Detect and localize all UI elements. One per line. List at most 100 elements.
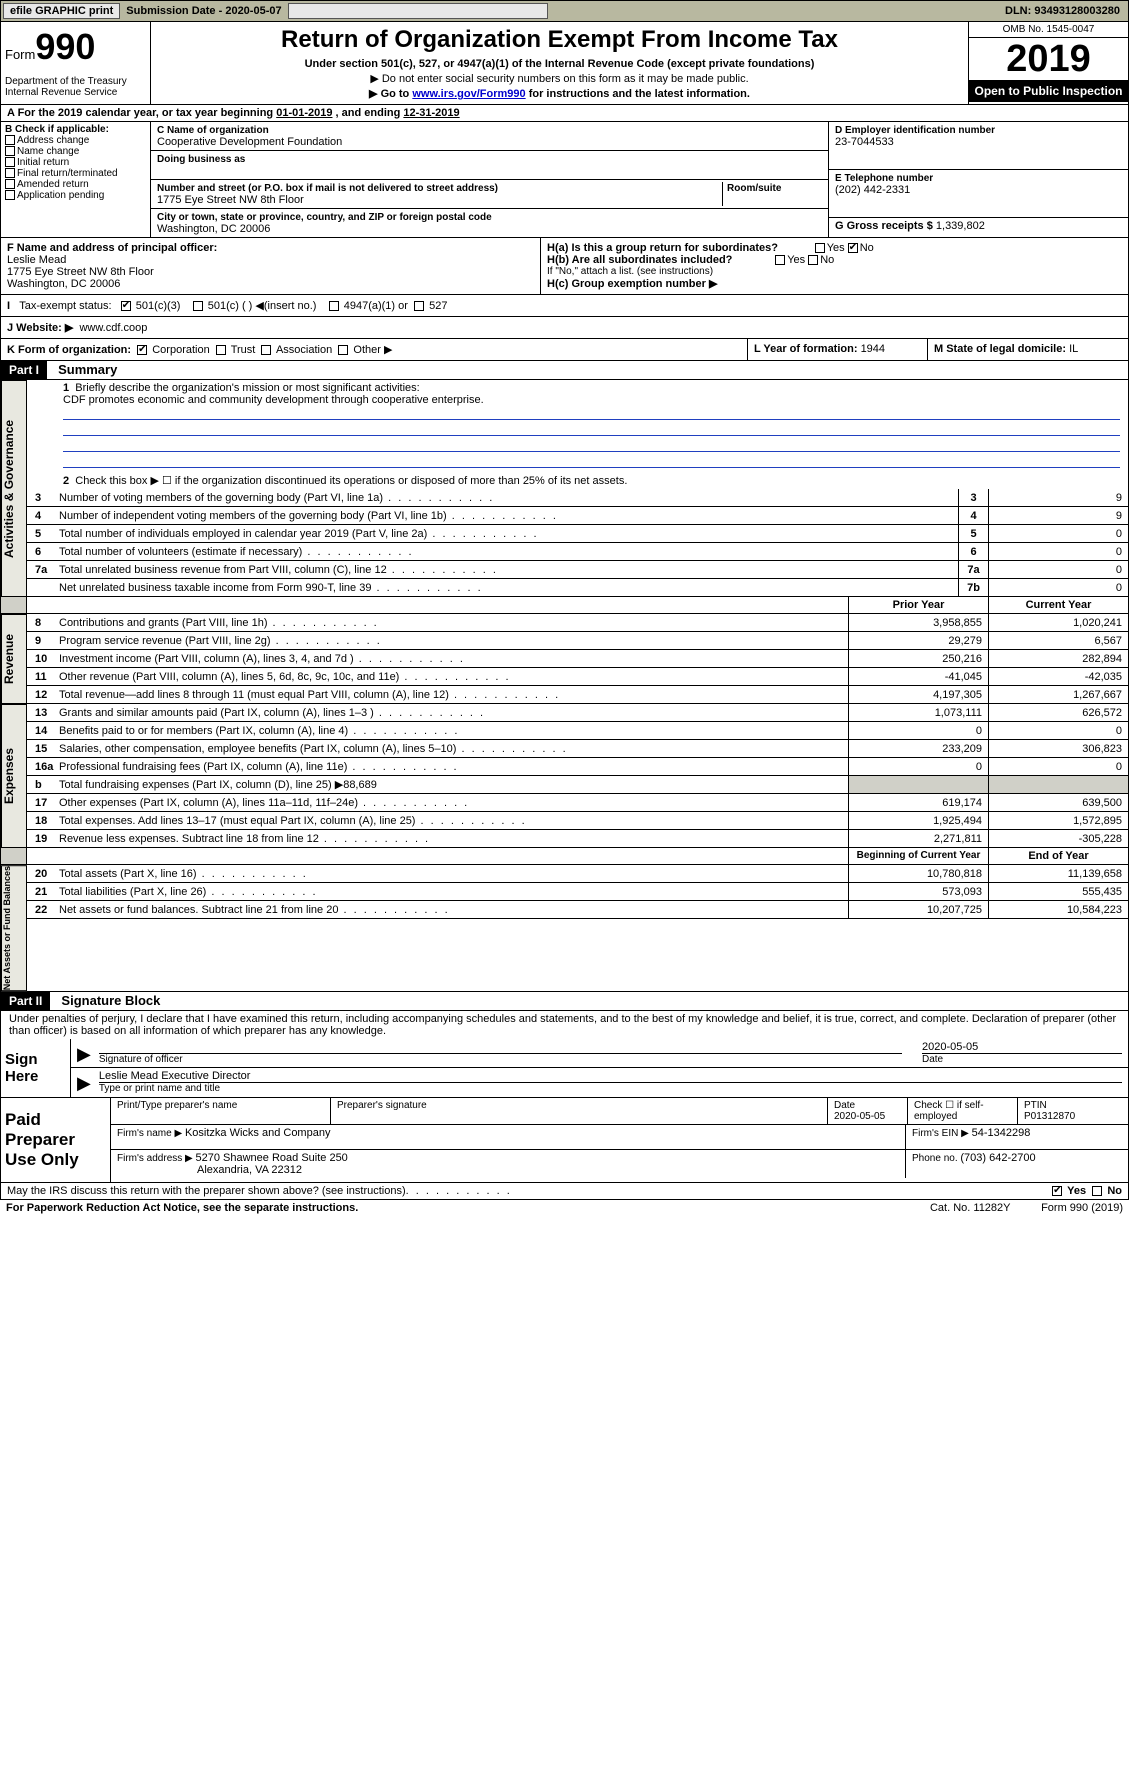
summary-line: 7aTotal unrelated business revenue from … [27,561,1128,579]
cb-pending[interactable] [5,190,15,200]
data-line: 15Salaries, other compensation, employee… [27,740,1128,758]
data-line: 11Other revenue (Part VIII, column (A), … [27,668,1128,686]
data-line: 13Grants and similar amounts paid (Part … [27,704,1128,722]
dept: Department of the Treasury Internal Reve… [5,76,146,98]
netassets-section: Net Assets or Fund Balances 20Total asse… [0,865,1129,992]
hb-no[interactable] [808,255,818,265]
cb-other[interactable] [338,345,348,355]
col-end: End of Year [988,848,1128,864]
preparer-block: Paid Preparer Use Only Print/Type prepar… [0,1098,1129,1183]
col-begin: Beginning of Current Year [848,848,988,864]
summary-line: 4Number of independent voting members of… [27,507,1128,525]
activities-label: Activities & Governance [1,380,27,597]
subdate-label: Submission Date - 2020-05-07 [122,5,285,17]
cb-assoc[interactable] [261,345,271,355]
note-goto: ▶ Go to www.irs.gov/Form990 for instruct… [159,87,960,100]
cb-4947[interactable] [329,301,339,311]
data-line: 19Revenue less expenses. Subtract line 1… [27,830,1128,848]
ptin: P01312870 [1024,1111,1075,1122]
signature-block: Under penalties of perjury, I declare th… [0,1011,1129,1098]
paid-prep-label: Paid Preparer Use Only [1,1098,111,1182]
k-row: K Form of organization: Corporation Trus… [0,339,1129,361]
info-grid: B Check if applicable: Address change Na… [0,122,1129,238]
cb-527[interactable] [414,301,424,311]
note-ssn: ▶ Do not enter social security numbers o… [159,72,960,85]
col-prior: Prior Year [848,597,988,613]
col-curr: Current Year [988,597,1128,613]
officer-name: Leslie Mead [7,254,66,266]
summary-line: Net unrelated business taxable income fr… [27,579,1128,597]
cb-501c3[interactable] [121,301,131,311]
period-row: A For the 2019 calendar year, or tax yea… [0,105,1129,122]
summary-line: 3Number of voting members of the governi… [27,489,1128,507]
data-line: 21Total liabilities (Part X, line 26)573… [27,883,1128,901]
data-line: 10Investment income (Part VIII, column (… [27,650,1128,668]
discuss-no[interactable] [1092,1186,1102,1196]
firm-ein: 54-1342298 [972,1127,1031,1139]
discuss-yes[interactable] [1052,1186,1062,1196]
data-line: 20Total assets (Part X, line 16)10,780,8… [27,865,1128,883]
omb: OMB No. 1545-0047 [969,22,1128,38]
website: www.cdf.coop [79,322,147,334]
data-line: 17Other expenses (Part IX, column (A), l… [27,794,1128,812]
tax-year: 2019 [969,38,1128,80]
data-line: bTotal fundraising expenses (Part IX, co… [27,776,1128,794]
section-c: C Name of organizationCooperative Develo… [151,122,828,237]
ha-yes[interactable] [815,243,825,253]
ein: 23-7044533 [835,136,894,148]
org-name: Cooperative Development Foundation [157,136,342,148]
cb-address[interactable] [5,135,15,145]
part2-header: Part II Signature Block [0,992,1129,1011]
data-line: 9Program service revenue (Part VIII, lin… [27,632,1128,650]
data-line: 14Benefits paid to or for members (Part … [27,722,1128,740]
ha-no[interactable] [848,243,858,253]
summary-line: 5Total number of individuals employed in… [27,525,1128,543]
org-city: Washington, DC 20006 [157,223,270,235]
section-b: B Check if applicable: Address change Na… [1,122,151,237]
cb-corp[interactable] [137,345,147,355]
hb-yes[interactable] [775,255,785,265]
cb-name[interactable] [5,146,15,156]
expenses-section: Expenses 13Grants and similar amounts pa… [0,704,1129,848]
form-header: Form990 Department of the Treasury Inter… [0,22,1129,105]
sign-here: Sign Here [1,1039,71,1097]
form-subtitle: Under section 501(c), 527, or 4947(a)(1)… [159,58,960,70]
paperwork-row: For Paperwork Reduction Act Notice, see … [0,1200,1129,1216]
firm-name: Kositzka Wicks and Company [185,1127,331,1139]
org-addr: 1775 Eye Street NW 8th Floor [157,194,304,206]
data-line: 22Net assets or fund balances. Subtract … [27,901,1128,919]
officer-sig-name: Leslie Mead Executive Director [99,1070,251,1082]
dln: DLN: 93493128003280 [1005,5,1128,17]
part1-header: Part I Summary [0,361,1129,380]
phone: (202) 442-2331 [835,184,910,196]
cb-amended[interactable] [5,179,15,189]
mission-text: CDF promotes economic and community deve… [63,394,484,406]
data-line: 16aProfessional fundraising fees (Part I… [27,758,1128,776]
website-row: J Website: ▶ www.cdf.coop [0,317,1129,339]
irs-link[interactable]: www.irs.gov/Form990 [412,88,525,100]
cb-initial[interactable] [5,157,15,167]
revenue-label: Revenue [1,614,27,704]
year-formation: 1944 [861,343,885,355]
topbar: efile GRAPHIC print Submission Date - 20… [0,0,1129,22]
form-title: Return of Organization Exempt From Incom… [159,26,960,54]
perjury-decl: Under penalties of perjury, I declare th… [1,1011,1128,1039]
efile-btn[interactable]: efile GRAPHIC print [3,3,120,19]
form-number: Form990 [5,26,146,68]
data-line: 12Total revenue—add lines 8 through 11 (… [27,686,1128,704]
cb-final[interactable] [5,168,15,178]
discuss-row: May the IRS discuss this return with the… [0,1183,1129,1200]
gross-receipts: 1,339,802 [936,220,985,232]
blank-btn [288,3,548,19]
firm-phone: (703) 642-2700 [960,1152,1035,1164]
cb-trust[interactable] [216,345,226,355]
f-h-grid: F Name and address of principal officer:… [0,238,1129,295]
activities-section: Activities & Governance 1 Briefly descri… [0,380,1129,597]
data-line: 18Total expenses. Add lines 13–17 (must … [27,812,1128,830]
cb-501c[interactable] [193,301,203,311]
netassets-label: Net Assets or Fund Balances [1,865,27,991]
open-inspect: Open to Public Inspection [969,80,1128,102]
summary-line: 6Total number of volunteers (estimate if… [27,543,1128,561]
revenue-section: Revenue 8Contributions and grants (Part … [0,614,1129,704]
state-domicile: IL [1069,343,1078,355]
